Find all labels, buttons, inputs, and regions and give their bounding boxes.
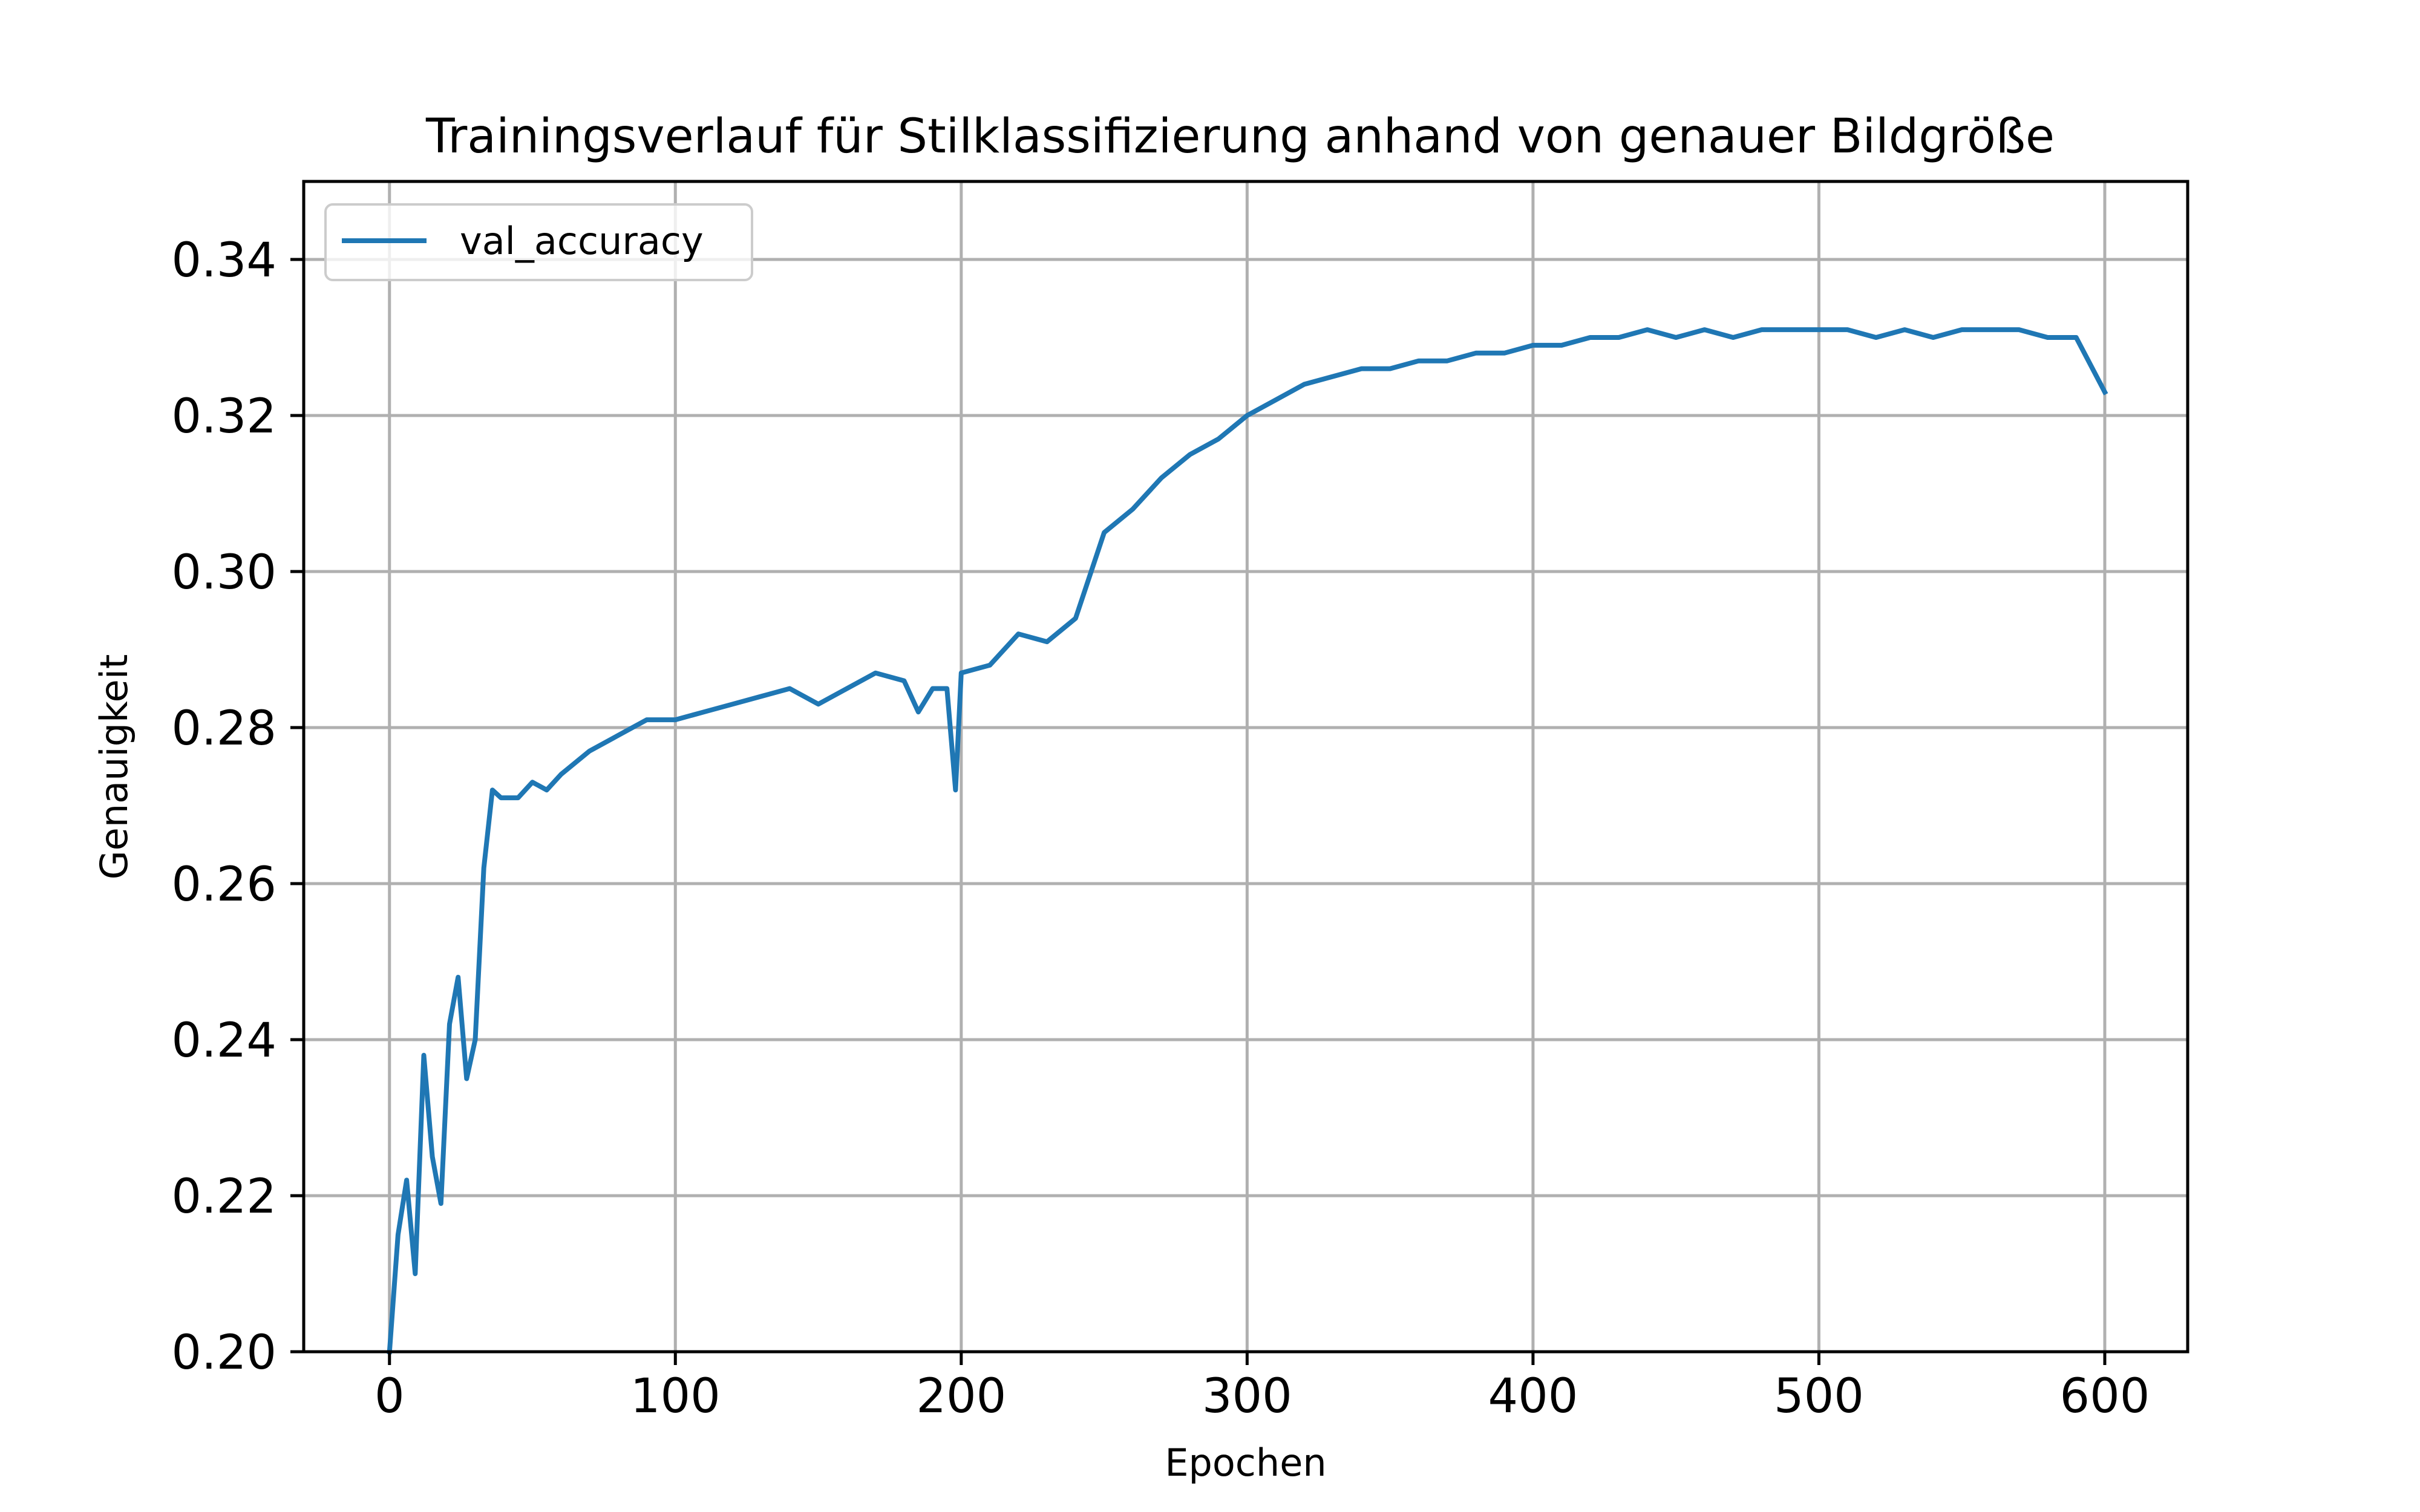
y-tick-label: 0.32: [171, 389, 276, 444]
legend-label-val-accuracy: val_accuracy: [460, 219, 704, 263]
x-tick-label: 400: [1488, 1369, 1578, 1424]
series-lines: [387, 327, 2108, 1355]
y-axis-label: Genauigkeit: [92, 654, 136, 880]
axis-ticks: 0 100 200 300 400 500 600 0.20 0.22 0.24 0.26 0.28 0…: [171, 233, 2150, 1424]
y-tick-label: 0.26: [171, 858, 276, 912]
x-tick-label: 600: [2060, 1369, 2150, 1424]
y-tick-label: 0.30: [171, 546, 276, 600]
y-tick-label: 0.28: [171, 702, 276, 756]
series-line-val-accuracy: [387, 327, 2108, 1355]
y-tick-label: 0.34: [171, 233, 276, 288]
y-tick-label: 0.24: [171, 1014, 276, 1068]
legend: val_accuracy: [324, 203, 753, 281]
x-tick-label: 100: [630, 1369, 721, 1424]
chart-title: Trainingsverlauf für Stilklassifizierung…: [425, 109, 2055, 164]
x-tick-label: 500: [1774, 1369, 1864, 1424]
x-axis-label: Epochen: [1165, 1441, 1326, 1485]
x-tick-label: 200: [916, 1369, 1006, 1424]
y-tick-label: 0.22: [171, 1170, 276, 1224]
legend-box: [324, 203, 753, 281]
x-tick-label: 300: [1202, 1369, 1292, 1424]
x-tick-label: 0: [374, 1369, 405, 1424]
y-tick-label: 0.20: [171, 1326, 276, 1380]
